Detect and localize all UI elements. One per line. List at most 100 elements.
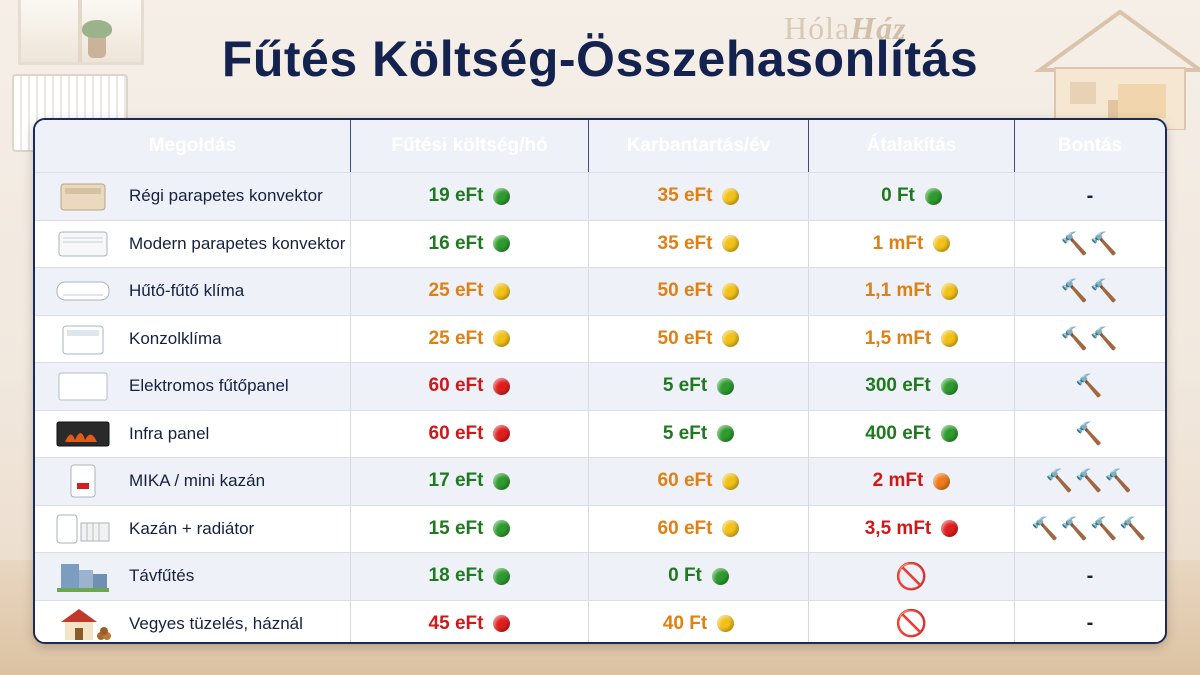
hammer-icons: 🔨: [1075, 420, 1105, 446]
solution-cell: Vegyes tüzelés, háznál: [35, 600, 351, 642]
heating-cost-status-dot: [493, 425, 511, 443]
maintenance-cell: 50 eFt: [589, 315, 809, 362]
hammer-icons: 🔨🔨🔨: [1045, 468, 1135, 494]
maintenance-value: 60 eFt: [657, 470, 713, 492]
solution-cell: Távfűtés: [35, 553, 351, 600]
maintenance-value: 0 Ft: [668, 565, 702, 587]
background-house-illustration: [1033, 9, 1200, 130]
solution-cell: Hűtő-fűtő klíma: [35, 268, 351, 315]
maintenance-value: 50 eFt: [657, 327, 713, 349]
maintenance-cell: 35 eFt: [589, 220, 809, 267]
heating-cost-value: 25 eFt: [428, 327, 484, 349]
heating-cost-value: 60 eFt: [428, 422, 484, 444]
conversion-cell: 300 eFt: [809, 363, 1015, 410]
conversion-value: 1,1 mFt: [864, 280, 932, 302]
solution-name: Régi parapetes konvektor: [129, 186, 323, 206]
table-header-row: Megoldás Fűtési költség/hó Karbantartás/…: [35, 120, 1165, 172]
conversion-value: 2 mFt: [872, 470, 924, 492]
solution-name: Kazán + radiátor: [129, 518, 255, 538]
demolition-cell: 🔨🔨: [1015, 268, 1165, 315]
conversion-cell: 1,1 mFt: [809, 268, 1015, 315]
header-demolition: Bontás: [1057, 135, 1123, 156]
table-row: Hűtő-fűtő klíma 25 eFt 50 eFt 1,1 mFt 🔨🔨: [35, 267, 1165, 315]
solution-name: Infra panel: [129, 423, 210, 443]
heating-cost-status-dot: [493, 615, 511, 633]
heating-cost-cell: 60 eFt: [351, 410, 589, 457]
console-ac-icon: [53, 321, 113, 357]
maintenance-status-dot: [722, 187, 740, 205]
heating-cost-value: 25 eFt: [428, 280, 484, 302]
maintenance-status-dot: [717, 377, 735, 395]
demolition-cell: -: [1015, 601, 1165, 643]
header-heating-cost: Fűtési költség/hó: [351, 120, 589, 172]
maintenance-cell: 0 Ft: [589, 553, 809, 600]
conversion-cell: 0 Ft: [809, 173, 1015, 220]
comparison-table: Megoldás Fűtési költség/hó Karbantartás/…: [33, 118, 1167, 644]
modern-convector-icon: [53, 226, 113, 262]
solution-name: MIKA / mini kazán: [129, 471, 266, 491]
heating-cost-status-dot: [493, 567, 511, 585]
air-conditioner-icon: [53, 273, 113, 309]
infra-panel-icon: [53, 416, 113, 452]
maintenance-status-dot: [717, 425, 735, 443]
maintenance-cell: 50 eFt: [589, 268, 809, 315]
page-title: Fűtés Költség-Összehasonlítás: [221, 31, 979, 87]
conversion-status-dot: [924, 187, 942, 205]
heating-cost-cell: 18 eFt: [351, 553, 589, 600]
table-row: Infra panel 60 eFt 5 eFt 400 eFt 🔨: [35, 409, 1165, 457]
heating-cost-value: 60 eFt: [428, 375, 484, 397]
solution-name: Hűtő-fűtő klíma: [129, 281, 245, 301]
conversion-value: 3,5 mFt: [864, 517, 932, 539]
background-window: [18, 0, 144, 65]
solution-name: Távfűtés: [129, 566, 195, 586]
maintenance-status-dot: [711, 567, 729, 585]
demolition-dash: -: [1086, 612, 1094, 635]
solution-name: Vegyes tüzelés, háznál: [129, 613, 303, 633]
solution-cell: MIKA / mini kazán: [35, 458, 351, 505]
maintenance-value: 5 eFt: [662, 422, 708, 444]
heating-cost-status-dot: [493, 282, 511, 300]
maintenance-cell: 40 Ft: [589, 600, 809, 642]
solution-cell: Kazán + radiátor: [35, 505, 351, 552]
maintenance-value: 50 eFt: [657, 280, 713, 302]
demolition-cell: -: [1015, 173, 1165, 220]
solution-name: Konzolklíma: [129, 328, 222, 348]
electric-panel-icon: [53, 368, 113, 404]
heating-cost-value: 18 eFt: [428, 565, 484, 587]
conversion-value: 400 eFt: [865, 422, 931, 444]
hammer-icons: 🔨🔨: [1060, 325, 1120, 351]
logo-text-primary: Hóla: [784, 10, 851, 46]
heating-cost-cell: 25 eFt: [351, 268, 589, 315]
maintenance-cell: 35 eFt: [589, 173, 809, 220]
old-convector-icon: [53, 178, 113, 214]
maintenance-status-dot: [722, 472, 740, 490]
demolition-cell: 🔨: [1015, 363, 1165, 410]
conversion-status-dot: [940, 425, 958, 443]
table-row: Távfűtés 18 eFt 0 Ft 🚫 -: [35, 552, 1165, 600]
table-row: Modern parapetes konvektor 16 eFt 35 eFt 1…: [35, 219, 1165, 267]
conversion-value: 1 mFt: [872, 232, 924, 254]
heating-cost-value: 17 eFt: [428, 470, 484, 492]
solution-cell: Modern parapetes konvektor: [35, 220, 351, 267]
conversion-cell: 🚫: [809, 553, 1015, 600]
conversion-status-dot: [941, 520, 959, 538]
maintenance-cell: 60 eFt: [589, 458, 809, 505]
header-maintenance: Karbantartás/év: [589, 120, 809, 172]
demolition-cell: 🔨🔨🔨🔨: [1015, 506, 1165, 553]
conversion-value: 300 eFt: [865, 375, 931, 397]
no-entry-icon: 🚫: [895, 560, 928, 591]
heating-cost-status-dot: [493, 520, 511, 538]
conversion-cell: 3,5 mFt: [809, 505, 1015, 552]
maintenance-status-dot: [717, 615, 735, 633]
background-plant: [82, 20, 112, 58]
table-row: Vegyes tüzelés, háznál 45 eFt 40 Ft 🚫 -: [35, 599, 1165, 643]
demolition-cell: 🔨🔨: [1015, 316, 1165, 363]
demolition-dash: -: [1086, 184, 1094, 207]
heating-cost-cell: 17 eFt: [351, 458, 589, 505]
heating-cost-cell: 25 eFt: [351, 315, 589, 362]
no-entry-icon: 🚫: [895, 608, 928, 639]
demolition-cell: -: [1015, 553, 1165, 600]
demolition-cell: 🔨🔨🔨: [1015, 458, 1165, 505]
maintenance-value: 40 Ft: [662, 612, 708, 634]
conversion-status-dot: [941, 330, 959, 348]
